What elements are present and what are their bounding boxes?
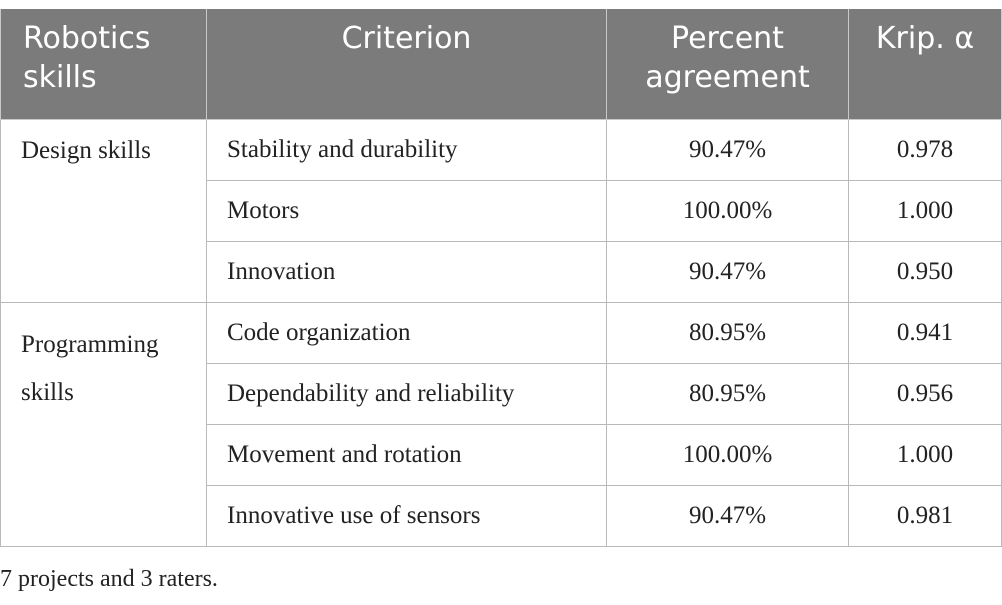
header-percent-agreement: Percent agreement (606, 9, 849, 120)
table-row: Design skills Stability and durability 9… (0, 118, 1002, 303)
table-row: Programming skills Code organization 80.… (0, 301, 1002, 547)
group-cell-programming-skills: Programming skills (0, 301, 207, 547)
table-header: Robotics skills Criterion Percent agreem… (0, 9, 1002, 120)
alpha-cell: 0.981 (848, 484, 1002, 547)
agreement-table: Robotics skills Criterion Percent agreem… (0, 9, 1002, 547)
alpha-cell: 0.950 (848, 240, 1002, 303)
criterion-cell: Motors (206, 179, 607, 242)
percent-cell: 80.95% (606, 362, 849, 425)
table-footnote: 7 projects and 3 raters. (0, 566, 218, 592)
criterion-cell: Dependability and reliability (206, 362, 607, 425)
header-robotics-skills: Robotics skills (0, 9, 207, 120)
alpha-cell: 1.000 (848, 423, 1002, 486)
percent-cell: 80.95% (606, 301, 849, 364)
header-criterion: Criterion (206, 9, 607, 120)
percent-cell: 90.47% (606, 240, 849, 303)
agreement-table-container: Robotics skills Criterion Percent agreem… (0, 9, 1002, 547)
criterion-cell: Stability and durability (206, 118, 607, 181)
alpha-cell: 0.956 (848, 362, 1002, 425)
alpha-cell: 0.941 (848, 301, 1002, 364)
table-row: Movement and rotation 100.00% 1.000 (1, 423, 1002, 486)
alpha-cell: 0.978 (848, 118, 1002, 181)
table-row: Innovative use of sensors 90.47% 0.981 (1, 484, 1002, 547)
criterion-cell: Innovative use of sensors (206, 484, 607, 547)
header-row: Robotics skills Criterion Percent agreem… (0, 9, 1002, 120)
header-krip-alpha: Krip. α (848, 9, 1002, 120)
criterion-cell: Innovation (206, 240, 607, 303)
alpha-cell: 1.000 (848, 179, 1002, 242)
percent-cell: 90.47% (606, 484, 849, 547)
percent-cell: 100.00% (606, 423, 849, 486)
criterion-cell: Code organization (206, 301, 607, 364)
group-label-programming-skills: Programming skills (21, 330, 159, 406)
group-cell-design-skills: Design skills (0, 118, 207, 303)
table-body: Design skills Stability and durability 9… (0, 118, 1002, 547)
table-row: Motors 100.00% 1.000 (1, 179, 1002, 242)
percent-cell: 90.47% (606, 118, 849, 181)
criterion-cell: Movement and rotation (206, 423, 607, 486)
percent-cell: 100.00% (606, 179, 849, 242)
